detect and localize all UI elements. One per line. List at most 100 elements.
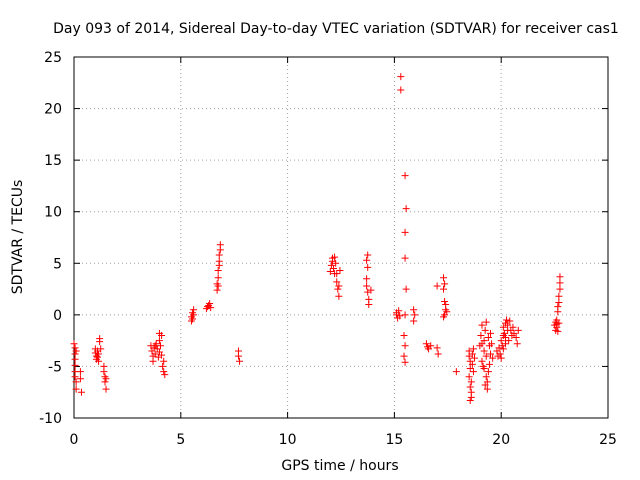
data-point <box>335 292 343 300</box>
data-point <box>364 251 372 259</box>
data-point <box>466 383 474 391</box>
y-tick-label: 15 <box>44 153 62 169</box>
data-point <box>471 354 478 362</box>
data-point <box>501 334 509 342</box>
data-point <box>401 254 409 262</box>
data-point <box>496 350 504 358</box>
data-point <box>149 357 157 365</box>
data-point <box>190 311 198 319</box>
data-point <box>556 285 564 293</box>
data-point <box>326 268 334 276</box>
data-point <box>401 172 409 180</box>
data-point <box>234 352 242 360</box>
data-point <box>555 298 563 306</box>
y-tick-label: 20 <box>44 102 62 118</box>
x-tick-label: 25 <box>599 432 617 448</box>
data-point <box>555 292 563 300</box>
data-point <box>214 274 222 282</box>
data-point <box>514 326 522 334</box>
data-point <box>441 280 449 288</box>
data-point <box>552 318 560 326</box>
data-point <box>72 378 80 386</box>
data-point <box>402 285 410 293</box>
data-point <box>214 282 222 290</box>
data-point <box>93 353 101 361</box>
data-point <box>478 340 486 348</box>
plot-frame <box>73 56 609 419</box>
data-point <box>236 357 244 365</box>
data-point <box>488 340 496 348</box>
data-point <box>397 73 405 81</box>
data-point <box>497 337 505 345</box>
data-point <box>100 368 108 376</box>
data-point <box>468 350 476 358</box>
data-point <box>480 347 488 355</box>
data-point <box>554 303 562 311</box>
data-point <box>487 329 495 337</box>
data-point <box>433 282 441 290</box>
data-point <box>215 261 223 269</box>
data-point <box>365 301 373 309</box>
y-tick-label: 5 <box>53 256 62 272</box>
data-point <box>410 317 418 325</box>
x-tick-label: 10 <box>279 432 297 448</box>
y-tick-label: 10 <box>44 205 62 221</box>
data-point <box>503 316 511 324</box>
grid-lines <box>74 57 608 418</box>
data-point <box>482 352 490 360</box>
data-point <box>397 86 405 94</box>
data-point <box>161 371 169 379</box>
data-point <box>465 373 473 381</box>
data-point <box>72 347 80 355</box>
data-point <box>204 303 211 311</box>
data-point <box>216 241 224 249</box>
data-point <box>499 323 507 331</box>
data-point <box>71 373 79 381</box>
data-point <box>207 304 215 312</box>
data-point <box>440 313 448 321</box>
y-tick-label: 25 <box>44 50 62 66</box>
data-point <box>76 368 84 376</box>
data-point <box>401 228 409 236</box>
data-point <box>151 350 159 358</box>
data-point <box>556 273 564 281</box>
data-point <box>410 306 418 314</box>
data-point <box>95 357 103 365</box>
data-point <box>331 270 339 278</box>
data-point <box>158 331 166 339</box>
data-point <box>466 396 474 404</box>
data-point <box>441 297 449 305</box>
y-axis-label: SDTVAR / TECUs <box>10 180 26 295</box>
data-point <box>330 264 338 272</box>
y-tick-label: 0 <box>53 308 62 324</box>
data-point <box>411 311 419 319</box>
data-point <box>469 368 477 376</box>
data-point <box>333 278 341 286</box>
data-point <box>469 345 477 353</box>
data-point <box>401 311 409 319</box>
y-tick-label: -5 <box>48 359 62 375</box>
data-point <box>440 285 448 293</box>
data-point <box>443 308 451 316</box>
data-point <box>335 282 343 290</box>
data-point <box>422 340 430 348</box>
data-point <box>393 309 401 317</box>
x-tick-label: 15 <box>385 432 403 448</box>
data-point <box>513 340 521 348</box>
data-point <box>332 259 340 267</box>
data-point <box>478 357 486 365</box>
data-point <box>71 355 79 363</box>
data-point <box>72 385 80 393</box>
data-point <box>466 364 474 372</box>
x-tick-label: 0 <box>70 432 79 448</box>
data-point <box>427 342 435 350</box>
data-point <box>402 205 410 213</box>
data-point <box>401 358 409 366</box>
data-point <box>96 338 104 346</box>
data-point <box>363 275 371 283</box>
data-point <box>434 350 442 358</box>
data-point <box>71 361 79 369</box>
data-point <box>477 331 485 339</box>
data-point <box>76 375 84 383</box>
data-point <box>215 251 223 259</box>
